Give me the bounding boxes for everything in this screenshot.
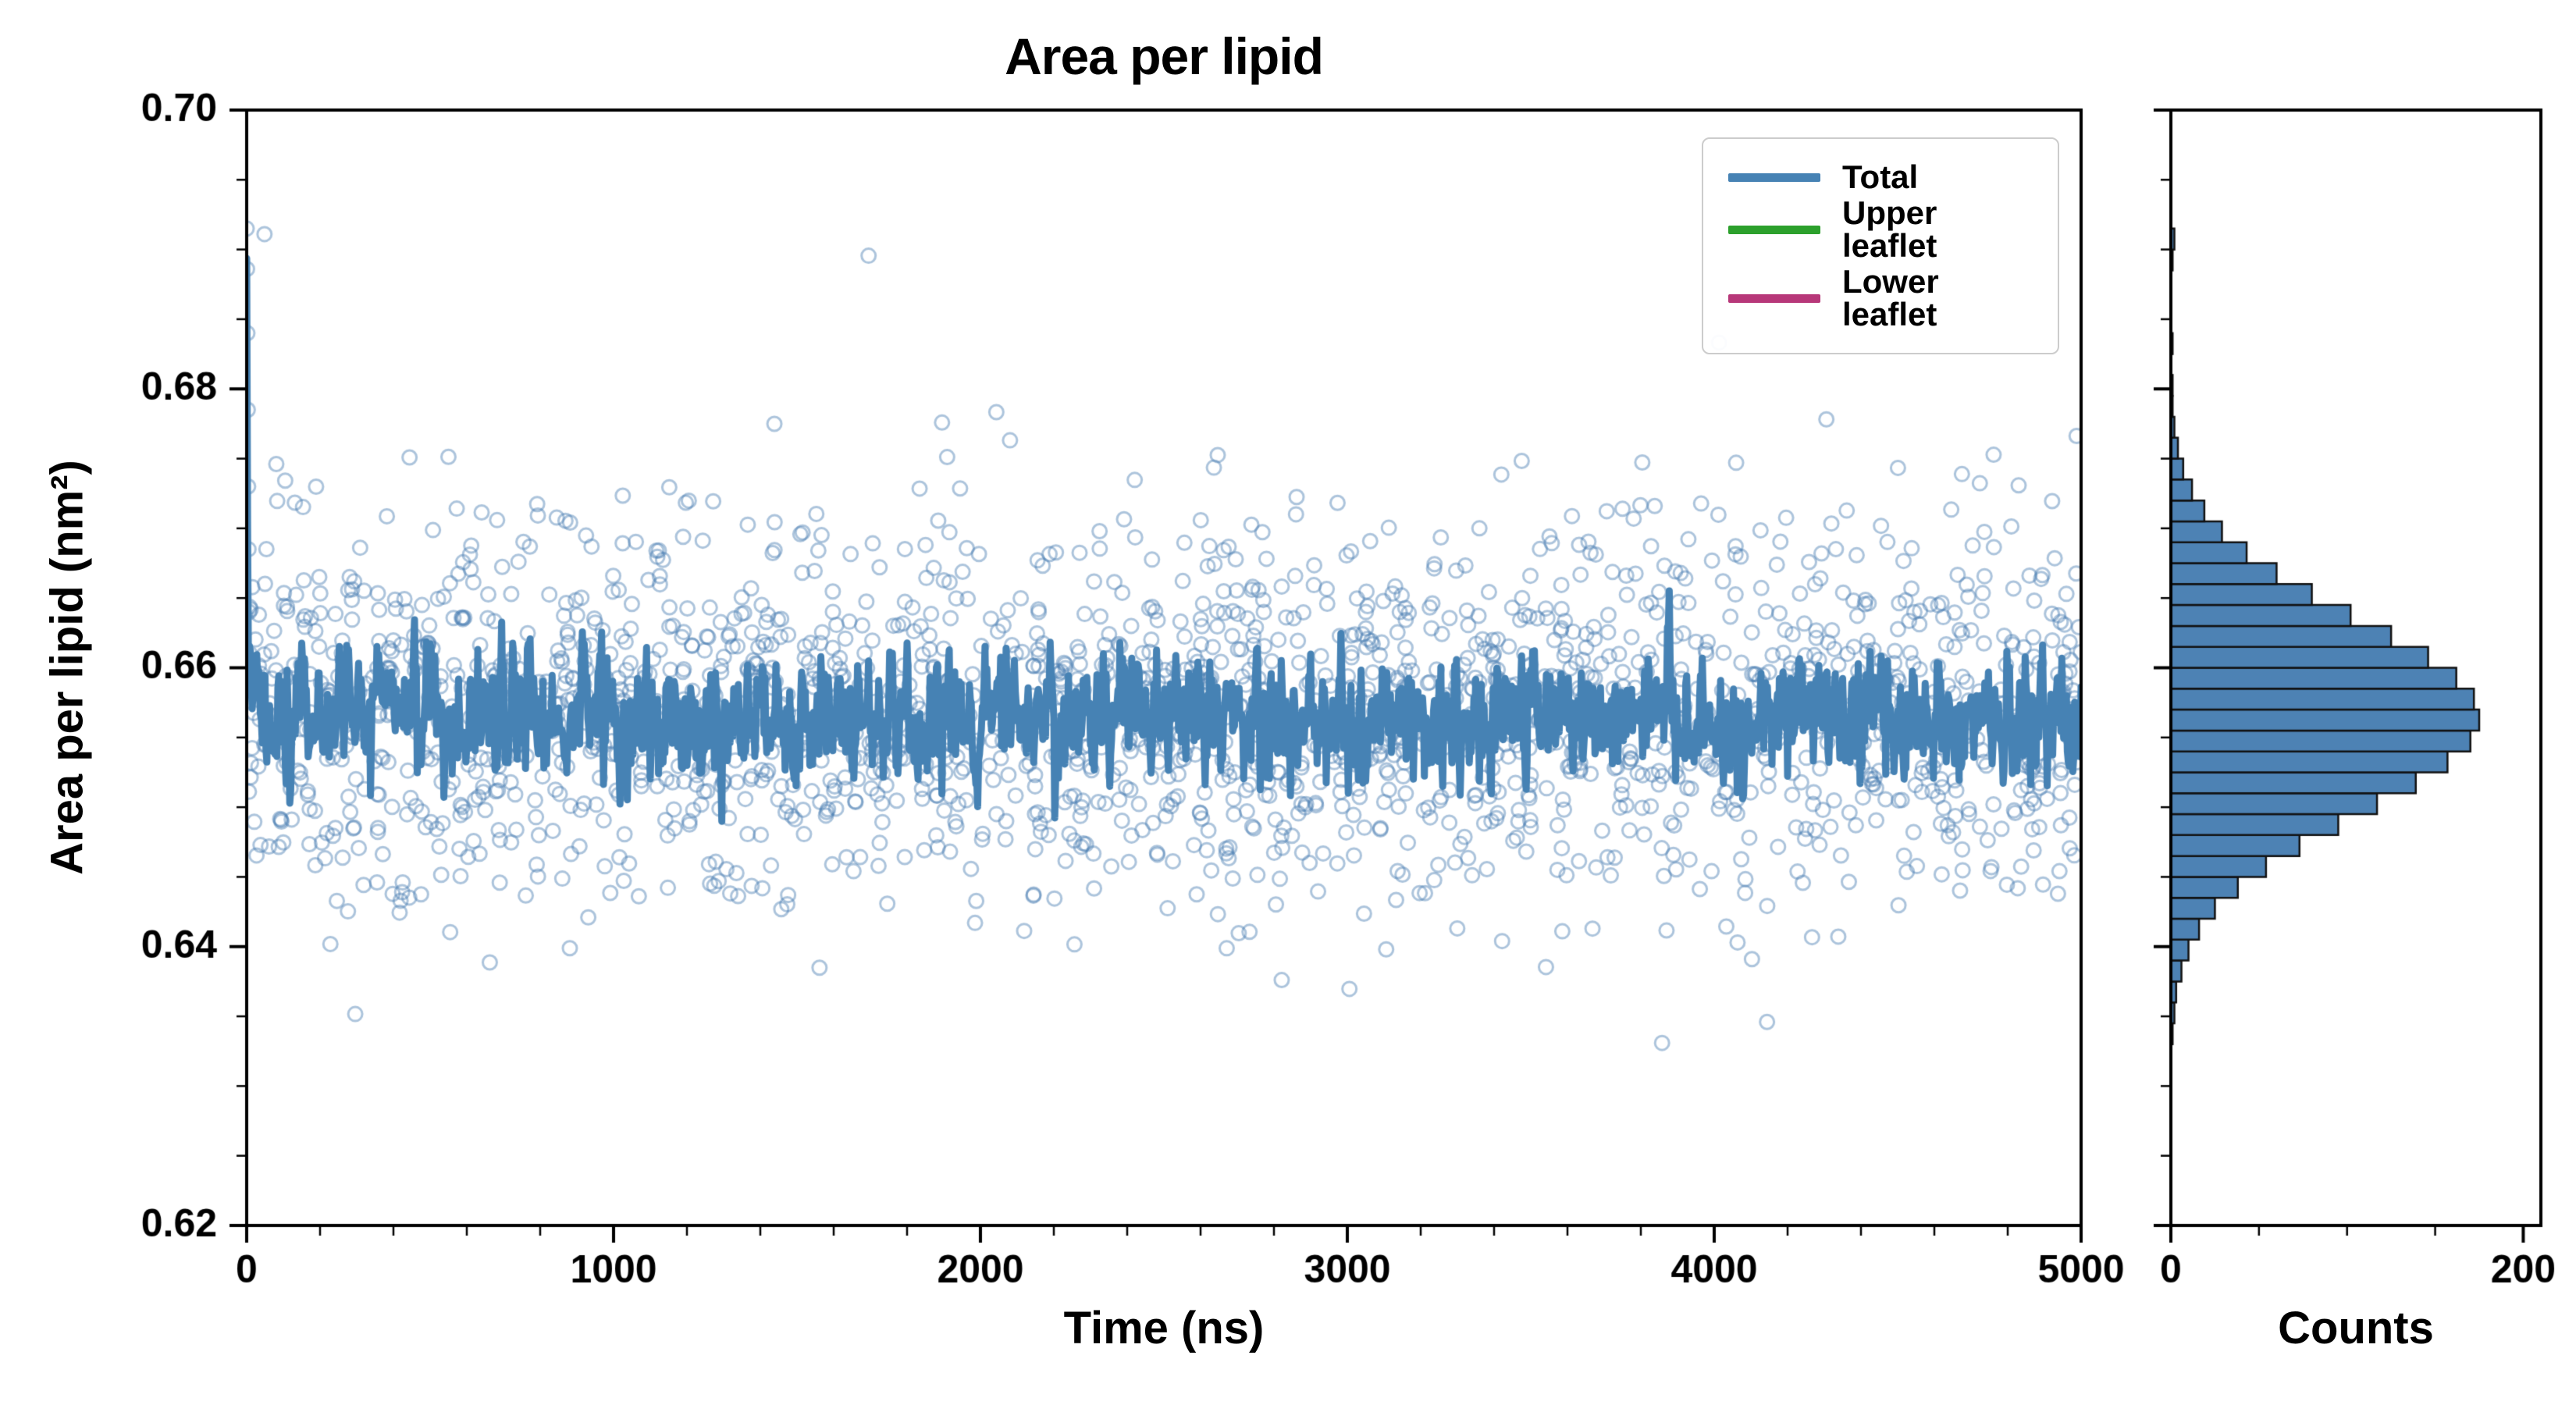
legend: Total Upper leaflet Lower leaflet bbox=[1702, 137, 2059, 354]
legend-label-lower-leaflet: Lower leaflet bbox=[1842, 263, 1939, 333]
legend-label-upper-leaflet: Upper leaflet bbox=[1842, 194, 1937, 264]
legend-swatch-lower-leaflet bbox=[1728, 293, 1820, 303]
legend-swatch-total bbox=[1728, 173, 1820, 182]
y-axis-label: Area per lipid (nm²) bbox=[41, 460, 93, 875]
x-axis-label: Time (ns) bbox=[1063, 1303, 1265, 1353]
legend-entry-total: Total bbox=[1728, 161, 2033, 194]
legend-entry-upper-leaflet: Upper leaflet bbox=[1728, 197, 2033, 262]
legend-swatch-upper-leaflet bbox=[1728, 225, 1820, 234]
counts-axis-label: Counts bbox=[2278, 1303, 2434, 1353]
legend-entry-lower-leaflet: Lower leaflet bbox=[1728, 265, 2033, 331]
chart-title: Area per lipid bbox=[1005, 27, 1324, 85]
legend-label-total: Total bbox=[1842, 158, 1919, 195]
